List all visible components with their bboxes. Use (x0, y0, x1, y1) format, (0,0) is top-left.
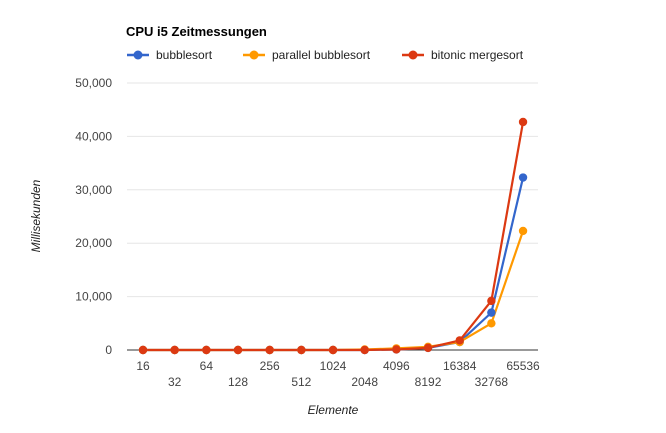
x-tick-label: 256 (260, 359, 280, 373)
data-point[interactable] (423, 343, 433, 353)
data-point[interactable] (518, 173, 528, 182)
data-point[interactable] (360, 345, 369, 355)
data-point[interactable] (518, 117, 528, 127)
legend: bubblesort parallel bubblesort bitonic mer… (127, 48, 524, 62)
data-point[interactable] (328, 345, 338, 355)
chart-title: CPU i5 Zeitmessungen (126, 24, 267, 39)
x-tick-label: 32768 (475, 375, 509, 389)
series-lines (143, 121, 525, 352)
y-axis-ticks: 0 10,000 20,000 30,000 40,000 50,000 (75, 76, 112, 357)
data-point[interactable] (487, 319, 496, 328)
data-point[interactable] (297, 345, 306, 355)
legend-item[interactable]: bubblesort (127, 48, 213, 62)
legend-marker (408, 50, 418, 60)
series-line-2 (143, 121, 525, 352)
data-point[interactable] (202, 345, 211, 355)
gridlines (127, 82, 538, 351)
x-tick-label: 16 (136, 359, 150, 373)
legend-item[interactable]: parallel bubblesort (243, 48, 371, 62)
data-point[interactable] (138, 345, 148, 355)
legend-label: parallel bubblesort (272, 48, 371, 62)
series-points (138, 117, 528, 355)
y-axis-title: Millisekunden (29, 179, 43, 252)
x-tick-label: 32 (168, 375, 182, 389)
y-tick-label: 10,000 (75, 290, 112, 304)
x-tick-label: 1024 (320, 359, 347, 373)
legend-item[interactable]: bitonic mergesort (402, 48, 524, 62)
legend-label: bubblesort (156, 48, 213, 62)
x-tick-label: 65536 (506, 359, 540, 373)
legend-marker (133, 50, 143, 60)
legend-label: bitonic mergesort (431, 48, 524, 62)
x-axis-title: Elemente (308, 403, 359, 417)
data-point[interactable] (233, 345, 243, 355)
y-tick-label: 20,000 (75, 236, 112, 250)
x-tick-label: 2048 (351, 375, 378, 389)
data-point[interactable] (455, 336, 464, 345)
x-tick-label: 512 (291, 375, 311, 389)
y-tick-label: 40,000 (75, 129, 112, 143)
x-tick-label: 128 (228, 375, 248, 389)
x-tick-label: 4096 (383, 359, 410, 373)
y-tick-label: 30,000 (75, 183, 112, 197)
data-point[interactable] (170, 345, 179, 355)
legend-marker (249, 50, 259, 60)
y-tick-label: 0 (105, 343, 112, 357)
data-point[interactable] (265, 345, 274, 355)
data-point[interactable] (518, 226, 528, 236)
x-tick-label: 64 (200, 359, 214, 373)
y-tick-label: 50,000 (75, 76, 112, 90)
data-point[interactable] (487, 296, 496, 306)
x-tick-label: 16384 (443, 359, 477, 373)
series-line-0 (143, 177, 525, 352)
x-tick-label: 8192 (415, 375, 442, 389)
data-point[interactable] (392, 345, 401, 354)
data-point[interactable] (487, 308, 496, 317)
